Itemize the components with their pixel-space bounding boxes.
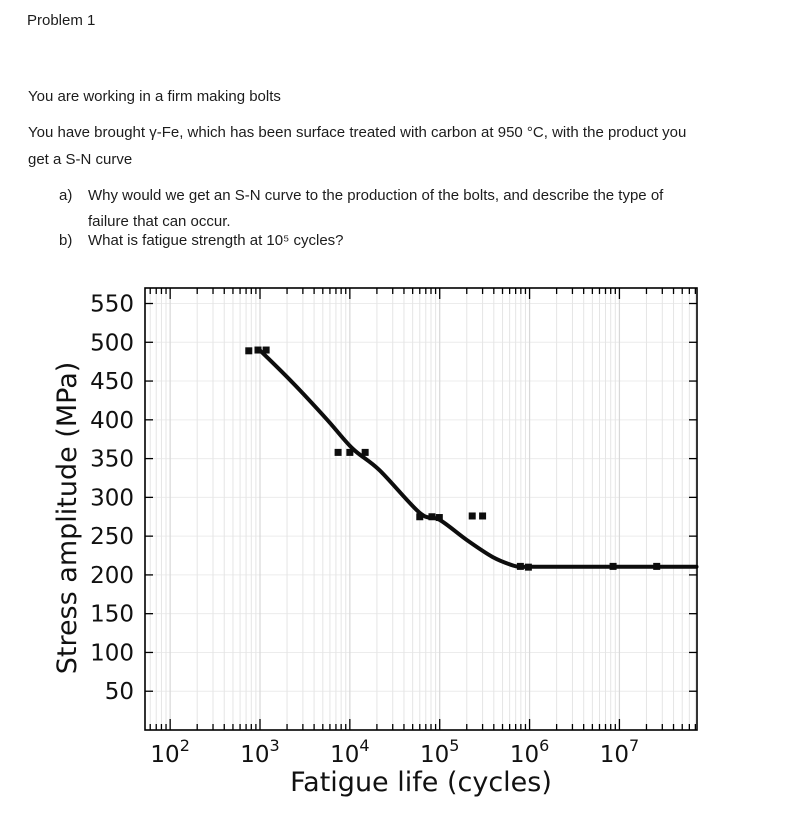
y-tick-labels: 50 100 150 200 250 300 350 400 450 500 550 [90,292,134,706]
svg-text:102: 102 [150,736,189,768]
svg-text:550: 550 [90,292,134,318]
plot-frame [144,287,698,731]
list-marker-b: b) [59,232,73,249]
paragraph-gamma-fe-line2: get a S-N curve [28,151,133,168]
svg-text:250: 250 [90,524,134,550]
sn-curve-chart: 102 103 104 105 106 107 50 100 150 200 250 300 350 4… [0,270,807,830]
paragraph-working-in-firm: You are working in a firm making bolts [28,88,281,105]
svg-text:107: 107 [600,736,639,768]
sn-curve-line [256,347,699,569]
x-axis-title: Fatigue life (cycles) [290,767,552,798]
horizontal-gridlines [145,303,697,692]
x-tick-labels: 102 103 104 105 106 107 [150,736,639,768]
list-item-b-line1: What is fatigue strength at 10⁵ cycles? [88,232,344,249]
svg-text:150: 150 [90,602,134,628]
data-point-markers [245,346,661,571]
svg-text:103: 103 [240,736,279,768]
list-item-a-line1: Why would we get an S-N curve to the pro… [88,187,664,204]
paragraph-gamma-fe-line1: You have brought γ-Fe, which has been su… [28,124,687,141]
svg-text:500: 500 [90,330,134,356]
svg-text:200: 200 [90,563,134,589]
sn-curve-plot: 102 103 104 105 106 107 50 100 150 200 250 300 350 4… [52,287,699,798]
svg-text:106: 106 [510,736,549,768]
svg-text:350: 350 [90,447,134,473]
svg-text:104: 104 [330,736,369,768]
list-item-a-line2: failure that can occur. [88,213,231,230]
svg-text:105: 105 [420,736,459,768]
svg-text:50: 50 [105,679,134,705]
svg-text:100: 100 [90,640,134,666]
svg-text:400: 400 [90,408,134,434]
vertical-gridlines [149,288,696,730]
svg-text:300: 300 [90,485,134,511]
axis-ticks [145,288,697,730]
y-axis-title: Stress amplitude (MPa) [52,362,83,675]
svg-text:450: 450 [90,369,134,395]
page-title: Problem 1 [27,12,96,29]
list-marker-a: a) [59,187,73,204]
